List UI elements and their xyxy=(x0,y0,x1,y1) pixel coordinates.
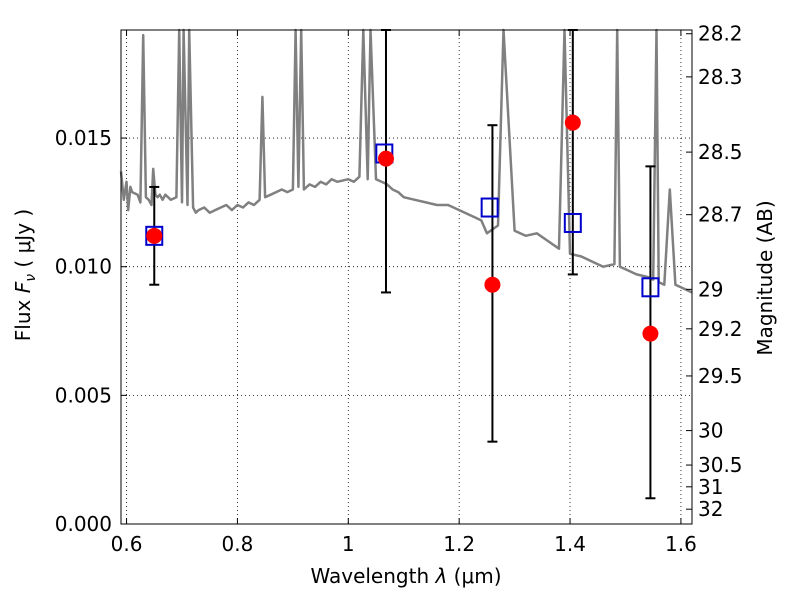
y2-tick-label: 30 xyxy=(698,419,723,443)
y2-tick-label: 29.5 xyxy=(698,364,743,388)
y-tick-label: 0.010 xyxy=(55,255,112,279)
observed-point xyxy=(564,114,581,131)
observed-point xyxy=(484,276,501,293)
y-axis-ticks: 0.000 0.005 0.010 0.015 xyxy=(55,126,127,536)
observed-point xyxy=(642,325,659,342)
model-spectrum xyxy=(119,28,693,294)
x-tick-label: 1.4 xyxy=(554,532,586,556)
observed-point xyxy=(146,227,163,244)
observed-point xyxy=(377,150,394,167)
y-tick-label: 0.005 xyxy=(55,383,112,407)
y2-tick-label: 28.2 xyxy=(698,22,743,46)
y2-tick-label: 28.7 xyxy=(698,203,743,227)
y2-axis-label: Magnitude (AB) xyxy=(753,200,777,355)
observed-photometry-markers xyxy=(146,114,659,342)
y2-tick-label: 30.5 xyxy=(698,453,743,477)
y2-tick-label: 28.3 xyxy=(698,65,743,89)
error-bars xyxy=(149,29,656,500)
y2-tick-label: 32 xyxy=(698,497,723,521)
y-tick-label: 0.015 xyxy=(55,126,112,150)
x-tick-label: 0.8 xyxy=(222,532,254,556)
y2-tick-label: 29 xyxy=(698,277,723,301)
x-tick-label: 1.6 xyxy=(665,532,697,556)
x-axis-ticks: 0.6 0.8 1 1.2 1.4 1.6 xyxy=(111,30,697,556)
model-square-point xyxy=(563,212,582,233)
y2-tick-label: 29.2 xyxy=(698,317,743,341)
spectrum-line xyxy=(119,28,693,294)
model-photometry-markers xyxy=(145,143,660,298)
model-square-point xyxy=(480,197,499,218)
y2-tick-label: 28.5 xyxy=(698,140,743,164)
x-tick-label: 1.2 xyxy=(443,532,475,556)
plot-frame xyxy=(120,29,693,525)
model-square-point xyxy=(641,277,660,298)
grid-lines xyxy=(121,30,692,525)
x-tick-label: 0.6 xyxy=(111,532,143,556)
y2-tick-label: 31 xyxy=(698,475,723,499)
x-axis-label: Wavelength λ (μm) xyxy=(310,564,501,588)
y-tick-label: 0.000 xyxy=(55,512,112,536)
y-axis-label: Flux Fν ( μJy ) xyxy=(11,209,39,341)
x-tick-label: 1 xyxy=(342,532,355,556)
